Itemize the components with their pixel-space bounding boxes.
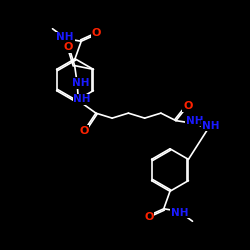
Text: O: O <box>144 212 154 222</box>
Text: O: O <box>79 126 88 136</box>
Text: O: O <box>183 101 192 111</box>
Text: NH: NH <box>74 94 91 104</box>
Text: NH: NH <box>186 116 204 126</box>
Text: NH: NH <box>171 208 189 218</box>
Text: O: O <box>92 28 101 38</box>
Text: O: O <box>64 42 73 52</box>
Text: NH: NH <box>72 78 90 88</box>
Text: NH: NH <box>56 32 74 42</box>
Text: NH: NH <box>202 121 220 131</box>
